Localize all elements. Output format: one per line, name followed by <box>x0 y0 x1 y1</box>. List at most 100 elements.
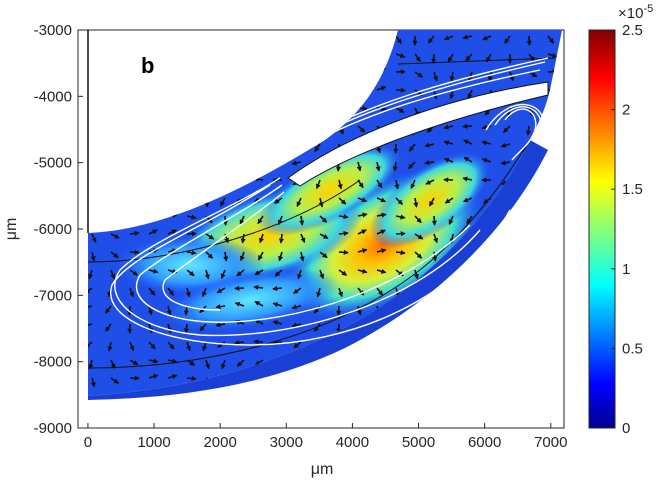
colorbar-tick-label: 2.5 <box>622 22 643 39</box>
field-arrow <box>205 107 211 117</box>
y-tick-label: -7000 <box>34 287 72 304</box>
field-arrow <box>547 269 556 276</box>
field-arrow <box>432 89 438 100</box>
field-arrow <box>319 251 328 259</box>
field-arrow <box>528 71 538 78</box>
field-arrow <box>128 179 134 190</box>
field-arrow <box>147 305 153 316</box>
field-arrow <box>395 375 406 381</box>
field-arrow <box>425 179 435 185</box>
field-arrow <box>88 359 94 370</box>
field-arrow <box>528 359 534 370</box>
field-arrow <box>254 359 264 366</box>
field-arrow <box>468 395 473 396</box>
field-arrow <box>105 143 112 153</box>
field-arrow <box>508 215 514 226</box>
field-arrow <box>338 230 349 237</box>
field-arrow <box>547 359 557 366</box>
field-arrow <box>395 197 404 205</box>
field-arrow <box>253 123 264 129</box>
field-arrow <box>253 339 264 345</box>
field-arrow <box>338 269 348 276</box>
field-arrow <box>259 233 264 244</box>
field-arrow <box>444 197 454 204</box>
field-arrow <box>238 53 245 63</box>
field-arrow <box>338 197 347 205</box>
field-arrow <box>240 233 246 244</box>
field-arrow <box>205 233 215 240</box>
field-arrow <box>357 35 367 42</box>
field-arrow <box>257 215 264 225</box>
field-arrow <box>481 302 492 308</box>
field-arrow <box>147 161 153 172</box>
field-arrow <box>547 341 553 352</box>
field-arrow <box>148 374 159 379</box>
field-arrow <box>272 158 283 163</box>
field-arrow <box>291 142 302 148</box>
field-arrow <box>501 287 511 294</box>
field-arrow <box>481 124 492 130</box>
field-arrow <box>376 358 387 364</box>
field-arrow <box>338 287 343 298</box>
field-arrow <box>528 395 538 396</box>
field-arrow <box>483 359 492 367</box>
field-arrow <box>88 125 93 134</box>
field-arrow <box>300 395 306 396</box>
field-arrow <box>186 125 192 135</box>
field-arrow <box>127 305 133 316</box>
field-arrow <box>234 339 245 346</box>
field-arrow <box>525 125 531 136</box>
field-arrow <box>217 125 226 133</box>
field-arrow <box>522 323 530 332</box>
field-arrow <box>462 197 473 203</box>
colorbar-tick-label: 2 <box>622 102 630 119</box>
field-arrow <box>274 269 283 277</box>
field-arrow <box>318 197 324 208</box>
field-arrow <box>254 269 264 276</box>
field-arrow <box>525 287 531 298</box>
field-arrow <box>110 359 116 369</box>
field-arrow <box>110 251 119 259</box>
x-tick-label: 0 <box>84 434 92 451</box>
field-arrow <box>545 305 551 316</box>
field-arrow <box>88 304 93 310</box>
field-arrow <box>294 125 302 134</box>
field-arrow <box>376 35 386 42</box>
field-arrow <box>300 71 306 82</box>
field-arrow <box>481 158 492 163</box>
field-arrow <box>127 161 133 172</box>
field-arrow <box>462 284 473 291</box>
field-arrow <box>297 107 303 118</box>
field-arrow <box>376 287 384 296</box>
field-arrow <box>432 377 438 388</box>
y-tick-label: -9000 <box>34 420 72 437</box>
field-arrow <box>463 156 473 163</box>
field-arrow <box>300 233 306 244</box>
field-arrow <box>167 197 178 203</box>
field-arrow <box>467 377 473 387</box>
field-arrow <box>167 67 178 73</box>
field-arrow <box>502 341 511 349</box>
field-arrow <box>395 35 402 45</box>
field-arrow <box>443 340 454 346</box>
field-arrow <box>129 68 140 75</box>
field-arrow <box>129 269 139 276</box>
field-arrow <box>443 302 454 307</box>
field-arrow <box>392 323 399 334</box>
field-arrow <box>443 285 454 291</box>
streamlines <box>109 57 549 346</box>
field-arrow <box>376 179 383 189</box>
field-arrow <box>433 395 438 396</box>
field-arrow <box>167 35 177 42</box>
field-arrow <box>273 35 283 41</box>
field-arrow <box>467 89 473 99</box>
field-arrow <box>376 85 387 91</box>
field-arrow <box>338 107 348 113</box>
field-arrow <box>223 89 229 100</box>
field-arrow <box>338 359 348 366</box>
field-arrow <box>183 161 189 172</box>
field-arrow <box>167 106 178 112</box>
field-arrow <box>395 107 405 114</box>
field-arrow <box>199 143 207 152</box>
